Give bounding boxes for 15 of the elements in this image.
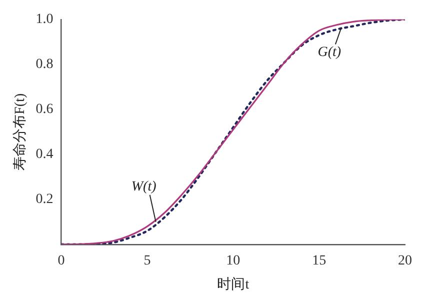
x-tick-label: 10 (226, 253, 240, 268)
y-tick-label: 0.4 (36, 147, 54, 162)
x-tick-label: 0 (58, 253, 65, 268)
x-tick-label: 15 (312, 253, 326, 268)
annotation: G(t) (318, 44, 342, 60)
annotation: W(t) (131, 180, 157, 195)
y-tick-label: 0.6 (36, 102, 54, 118)
y-axis-title: 寿命分布F(t) (12, 93, 28, 170)
x-tick-label: 20 (398, 253, 412, 268)
y-tick-label: 0.8 (36, 57, 54, 72)
line-series (61, 19, 405, 244)
x-tick-label: 5 (144, 253, 151, 268)
y-tick-label: 0.2 (36, 192, 54, 208)
y-tick-label: 1.0 (36, 12, 54, 28)
x-axis-title: 时间t (217, 276, 250, 292)
